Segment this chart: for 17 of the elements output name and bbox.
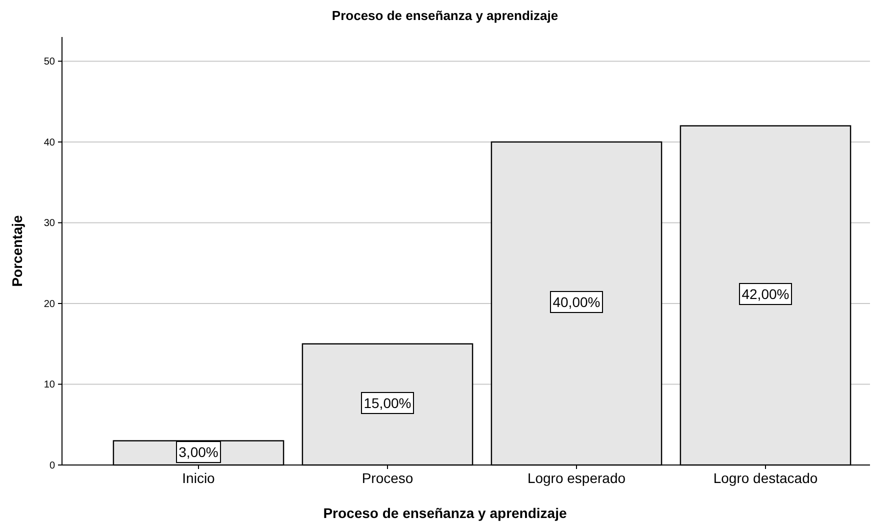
x-tick-label: Inicio bbox=[182, 470, 216, 486]
x-tick-label: Logro destacado bbox=[713, 470, 818, 486]
x-axis-title: Proceso de enseñanza y aprendizaje bbox=[323, 505, 567, 521]
x-tick-label: Proceso bbox=[362, 470, 414, 486]
y-tick-label: 50 bbox=[44, 56, 56, 68]
data-label: 15,00% bbox=[360, 392, 414, 414]
data-label: 40,00% bbox=[550, 291, 604, 314]
y-tick-label: 40 bbox=[44, 137, 56, 148]
x-tick-label: Logro esperado bbox=[527, 470, 626, 486]
chart-title: Proceso de enseñanza y aprendizaje bbox=[332, 8, 558, 23]
data-label: 3,00% bbox=[176, 440, 222, 463]
y-tick-label: 20 bbox=[44, 298, 56, 310]
y-tick-label: 10 bbox=[44, 380, 56, 391]
y-tick-label: 0 bbox=[49, 460, 56, 472]
y-tick-label: 30 bbox=[44, 218, 56, 230]
data-label: 42,00% bbox=[738, 283, 792, 306]
y-axis-title: Porcentaje bbox=[9, 214, 25, 287]
